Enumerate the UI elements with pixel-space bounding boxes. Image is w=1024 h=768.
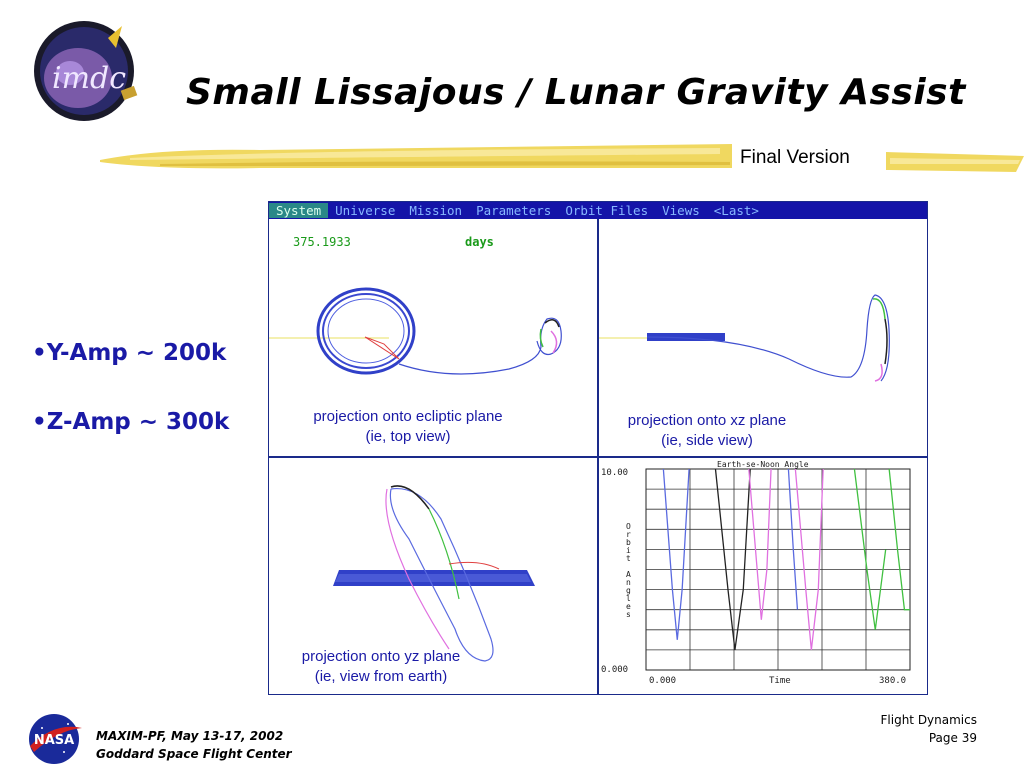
sim-plots: Earth-se-Noon Angle 10.00 0.000 0.000 38… — [269, 219, 927, 694]
chart-series-line-6 — [888, 468, 910, 611]
yz-projection — [333, 485, 535, 662]
ecliptic-label-line2: (ie, top view) — [365, 428, 451, 445]
yellow-brush-stroke-right — [886, 152, 1024, 172]
orbit-angles-chart: Earth-se-Noon Angle 10.00 0.000 0.000 38… — [601, 460, 911, 686]
footer-page-number: Page 39 — [928, 731, 977, 745]
slide-title: Small Lissajous / Lunar Gravity Assist — [186, 72, 966, 113]
xz-label: projection onto xz plane (ie, side view) — [607, 411, 807, 451]
yz-label-line2: (ie, view from earth) — [314, 668, 448, 685]
menu-mission[interactable]: Mission — [409, 203, 463, 218]
chart-series-line-3 — [794, 468, 824, 650]
yz-label: projection onto yz plane (ie, view from … — [281, 647, 481, 687]
yellow-brush-stroke-left — [100, 144, 732, 169]
ecliptic-projection — [269, 287, 562, 375]
sim-menubar: System Universe Mission Parameters Orbit… — [269, 202, 927, 219]
menu-views[interactable]: Views — [662, 203, 700, 218]
chart-series-line-4 — [787, 468, 799, 610]
menu-system[interactable]: System — [269, 203, 329, 218]
sim-time-unit: days — [465, 235, 494, 249]
chart-series — [662, 468, 910, 650]
xz-label-line2: (ie, side view) — [661, 432, 753, 449]
x-tick-left: 0.000 — [649, 676, 676, 686]
ecliptic-label-line1: projection onto ecliptic plane — [313, 408, 503, 425]
sim-time-value: 375.1933 — [293, 235, 351, 249]
bullet-z-amp: •Z-Amp ~ 300k — [32, 409, 230, 435]
chart-series-line-1 — [714, 468, 751, 650]
chart-series-line-5 — [853, 468, 887, 630]
chart-series-line-2 — [748, 468, 772, 620]
footer-department: Flight Dynamics — [880, 713, 978, 727]
nasa-logo: NASA — [29, 714, 82, 764]
y-tick-top: 10.00 — [601, 468, 628, 478]
ecliptic-label: projection onto ecliptic plane (ie, top … — [293, 407, 523, 447]
nasa-logo-text: NASA — [34, 733, 74, 748]
orbit-simulation-panel: System Universe Mission Parameters Orbit… — [268, 201, 928, 695]
final-version-label: Final Version — [740, 147, 850, 168]
bullet-y-amp: •Y-Amp ~ 200k — [32, 340, 227, 366]
x-tick-right: 380.0 — [879, 676, 906, 686]
menu-universe[interactable]: Universe — [335, 203, 396, 218]
menu-orbit-files[interactable]: Orbit Files — [565, 203, 649, 218]
svg-text:imdc: imdc — [52, 61, 126, 96]
chart-title: Earth-se-Noon Angle — [717, 460, 809, 469]
footer-org: Goddard Space Flight Center — [96, 747, 292, 761]
x-axis-label: Time — [769, 676, 791, 686]
menu-last[interactable]: <Last> — [713, 203, 759, 218]
footer-event: MAXIM-PF, May 13-17, 2002 — [96, 729, 284, 743]
chart-grid — [646, 469, 910, 670]
yz-label-line1: projection onto yz plane — [301, 648, 461, 665]
y-tick-bottom: 0.000 — [601, 665, 628, 675]
xz-label-line1: projection onto xz plane — [627, 412, 787, 429]
xz-projection — [599, 294, 890, 382]
menu-parameters[interactable]: Parameters — [476, 203, 552, 218]
imdc-logo: imdc — [34, 21, 138, 121]
chart-series-line-0 — [662, 468, 690, 640]
